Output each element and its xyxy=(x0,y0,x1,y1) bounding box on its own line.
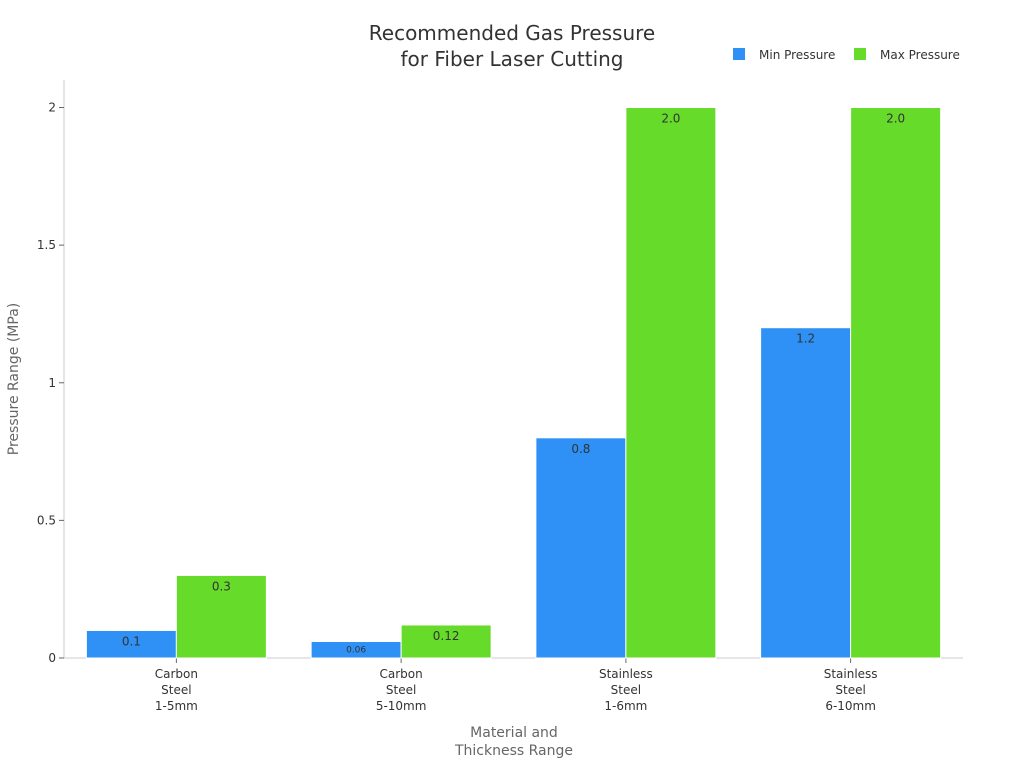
x-tick-label: Steel xyxy=(386,683,416,697)
legend: Min Pressure Max Pressure xyxy=(733,48,960,62)
x-tick-label: Steel xyxy=(611,683,641,697)
data-labels: 0.1 0.3 0.06 0.12 0.8 2.0 1.2 2.0 xyxy=(122,112,905,656)
bars xyxy=(85,107,942,659)
data-label: 0.8 xyxy=(571,442,590,456)
y-axis-title: Pressure Range (MPa) xyxy=(6,303,22,455)
legend-swatch xyxy=(733,48,745,60)
x-tick-label: 1-5mm xyxy=(155,699,198,713)
y-tick-label: 1.5 xyxy=(37,238,56,252)
bar-max-pressure xyxy=(625,107,717,659)
y-tick-label: 0 xyxy=(48,651,56,665)
x-tick-label: Stainless xyxy=(824,667,878,681)
legend-label: Max Pressure xyxy=(880,48,960,62)
data-label: 0.3 xyxy=(212,579,231,593)
x-axis-title: Material and xyxy=(470,725,558,741)
x-tick-label: Steel xyxy=(161,683,191,697)
bar-max-pressure xyxy=(175,574,267,659)
data-label: 0.12 xyxy=(433,629,460,643)
axes: 0 0.5 1 1.5 2 Pressure Range (MPa) Carbon Steel… xyxy=(6,80,963,759)
x-tick-label: 5-10mm xyxy=(376,699,427,713)
data-label: 1.2 xyxy=(796,332,815,346)
y-tick-label: 2 xyxy=(48,101,56,115)
bar-min-pressure xyxy=(760,327,852,659)
data-label: 2.0 xyxy=(661,112,680,126)
x-tick-label: Steel xyxy=(835,683,865,697)
bar-min-pressure xyxy=(85,629,177,659)
bar-max-pressure xyxy=(850,107,942,659)
legend-label: Min Pressure xyxy=(759,48,835,62)
bar-max-pressure xyxy=(400,624,492,659)
chart-title-line: Recommended Gas Pressure xyxy=(369,21,655,45)
x-tick-label: 1-6mm xyxy=(604,699,647,713)
y-tick-label: 0.5 xyxy=(37,513,56,527)
x-axis-title: Thickness Range xyxy=(454,743,573,759)
data-label: 2.0 xyxy=(886,112,905,126)
x-tick-label: 6-10mm xyxy=(825,699,876,713)
x-tick-label: Carbon xyxy=(155,667,198,681)
y-tick-label: 1 xyxy=(48,376,56,390)
data-label: 0.1 xyxy=(122,634,141,648)
legend-swatch xyxy=(854,48,866,60)
bar-min-pressure xyxy=(535,437,627,659)
chart-title-line: for Fiber Laser Cutting xyxy=(401,47,624,71)
x-tick-label: Carbon xyxy=(380,667,423,681)
x-tick-label: Stainless xyxy=(599,667,653,681)
data-label: 0.06 xyxy=(346,646,366,656)
